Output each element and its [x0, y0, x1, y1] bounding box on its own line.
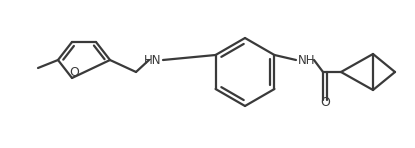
Text: HN: HN: [144, 53, 161, 66]
Text: NH: NH: [298, 53, 315, 66]
Text: O: O: [320, 96, 330, 109]
Text: O: O: [69, 66, 79, 79]
